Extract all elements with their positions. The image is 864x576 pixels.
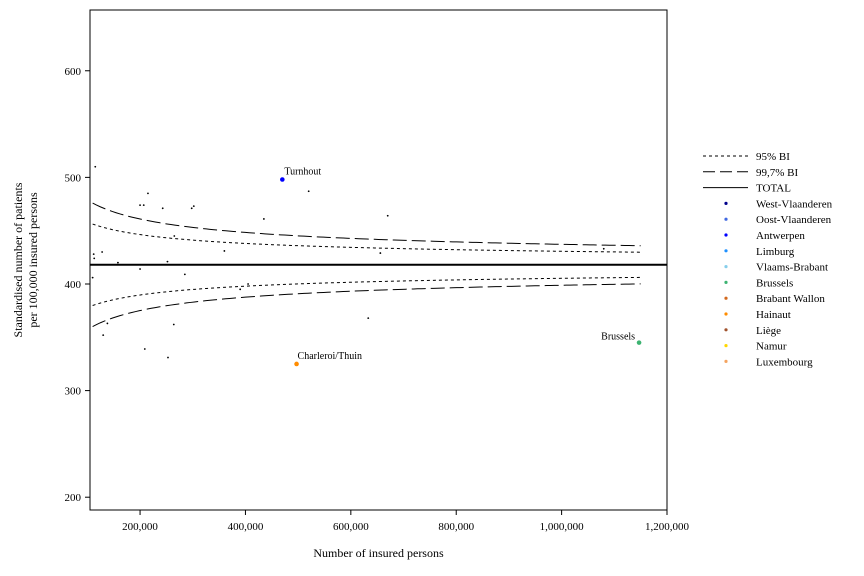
legend-label: 99,7% BI <box>756 167 799 179</box>
legend-marker <box>724 201 728 205</box>
data-point <box>386 214 389 217</box>
legend-marker <box>724 233 728 237</box>
legend-label: Vlaams-Brabant <box>756 262 828 274</box>
x-tick-label: 800,000 <box>438 521 474 533</box>
annotation-brussels: Brussels <box>601 332 635 343</box>
data-point <box>307 190 310 193</box>
annotation-turnhout: Turnhout <box>284 167 321 178</box>
legend-label: Namur <box>756 341 787 353</box>
highlight-point <box>636 340 642 345</box>
data-point <box>142 204 145 206</box>
legend-label: Antwerpen <box>756 230 805 242</box>
legend: 95% BI 99,7% BI TOTAL West-Vlaanderen Oost-V… <box>703 151 833 368</box>
data-point <box>93 257 96 260</box>
y-tick-label: 300 <box>65 386 82 398</box>
x-tick-label: 1,200,000 <box>645 521 690 533</box>
upper-997-line <box>92 202 641 247</box>
legend-marker <box>724 249 728 253</box>
data-point <box>367 317 370 320</box>
legend-label: Hainaut <box>756 309 791 321</box>
data-point <box>223 250 226 252</box>
data-point <box>167 356 169 359</box>
legend-marker <box>724 265 728 269</box>
legend-label: Oost-Vlaanderen <box>756 214 832 226</box>
x-tick-label: 600,000 <box>333 521 369 533</box>
legend-marker <box>724 217 728 221</box>
data-point <box>147 192 149 195</box>
data-point <box>192 205 195 208</box>
plot-area: 200,000 400,000 600,000 800,000 1,000,000 1,2… <box>11 9 690 560</box>
data-point <box>247 283 249 285</box>
legend-marker <box>724 359 728 363</box>
legend-label: TOTAL <box>756 183 791 195</box>
legend-marker <box>724 312 728 316</box>
data-point <box>173 235 176 237</box>
data-point <box>166 260 169 263</box>
data-point <box>183 273 186 276</box>
legend-label: Liège <box>756 325 781 337</box>
legend-label: Limburg <box>756 246 795 258</box>
data-point <box>143 348 146 350</box>
legend-label: 95% BI <box>756 151 790 163</box>
y-tick-label: 600 <box>65 66 82 78</box>
data-point <box>190 207 193 210</box>
legend-marker <box>724 296 728 300</box>
legend-label: Brussels <box>756 277 793 289</box>
x-tick-label: 400,000 <box>228 521 264 533</box>
data-point <box>379 252 382 254</box>
x-axis-title: Number of insured persons <box>313 546 444 560</box>
y-tick-label: 400 <box>65 279 82 291</box>
lower-95-line <box>92 276 641 307</box>
data-point <box>102 334 105 337</box>
data-point <box>602 247 605 250</box>
highlight-point <box>280 177 285 182</box>
x-tick-label: 200,000 <box>122 521 158 533</box>
lower-997-line <box>92 283 641 327</box>
upper-95-line <box>92 223 641 253</box>
data-point <box>172 323 175 326</box>
data-point <box>92 253 95 256</box>
highlight-point <box>294 361 299 367</box>
plot-frame <box>89 9 668 511</box>
data-point <box>106 322 109 325</box>
legend-label: Brabant Wallon <box>756 293 825 305</box>
data-point <box>91 276 94 279</box>
data-point <box>139 268 141 270</box>
annotation-charleroi: Charleroi/Thuin <box>298 351 362 362</box>
x-tick-label: 1,000,000 <box>540 521 585 533</box>
funnel-curves <box>92 202 641 327</box>
data-point <box>139 204 141 206</box>
y-tick-label: 500 <box>65 172 82 184</box>
y-axis-title: Standardised number of patients <box>11 182 25 337</box>
data-point <box>94 165 97 168</box>
y-axis-title: per 100,000 insured persons <box>26 192 40 328</box>
legend-label: West-Vlaanderen <box>756 198 833 210</box>
data-point <box>101 251 104 253</box>
legend-marker <box>724 344 728 348</box>
legend-label: Luxembourg <box>756 356 813 368</box>
data-point <box>117 261 119 264</box>
legend-marker <box>724 328 728 332</box>
data-point <box>239 288 242 291</box>
data-point <box>161 207 164 210</box>
legend-marker <box>724 280 728 284</box>
data-point <box>262 218 265 220</box>
y-tick-label: 200 <box>65 492 82 504</box>
